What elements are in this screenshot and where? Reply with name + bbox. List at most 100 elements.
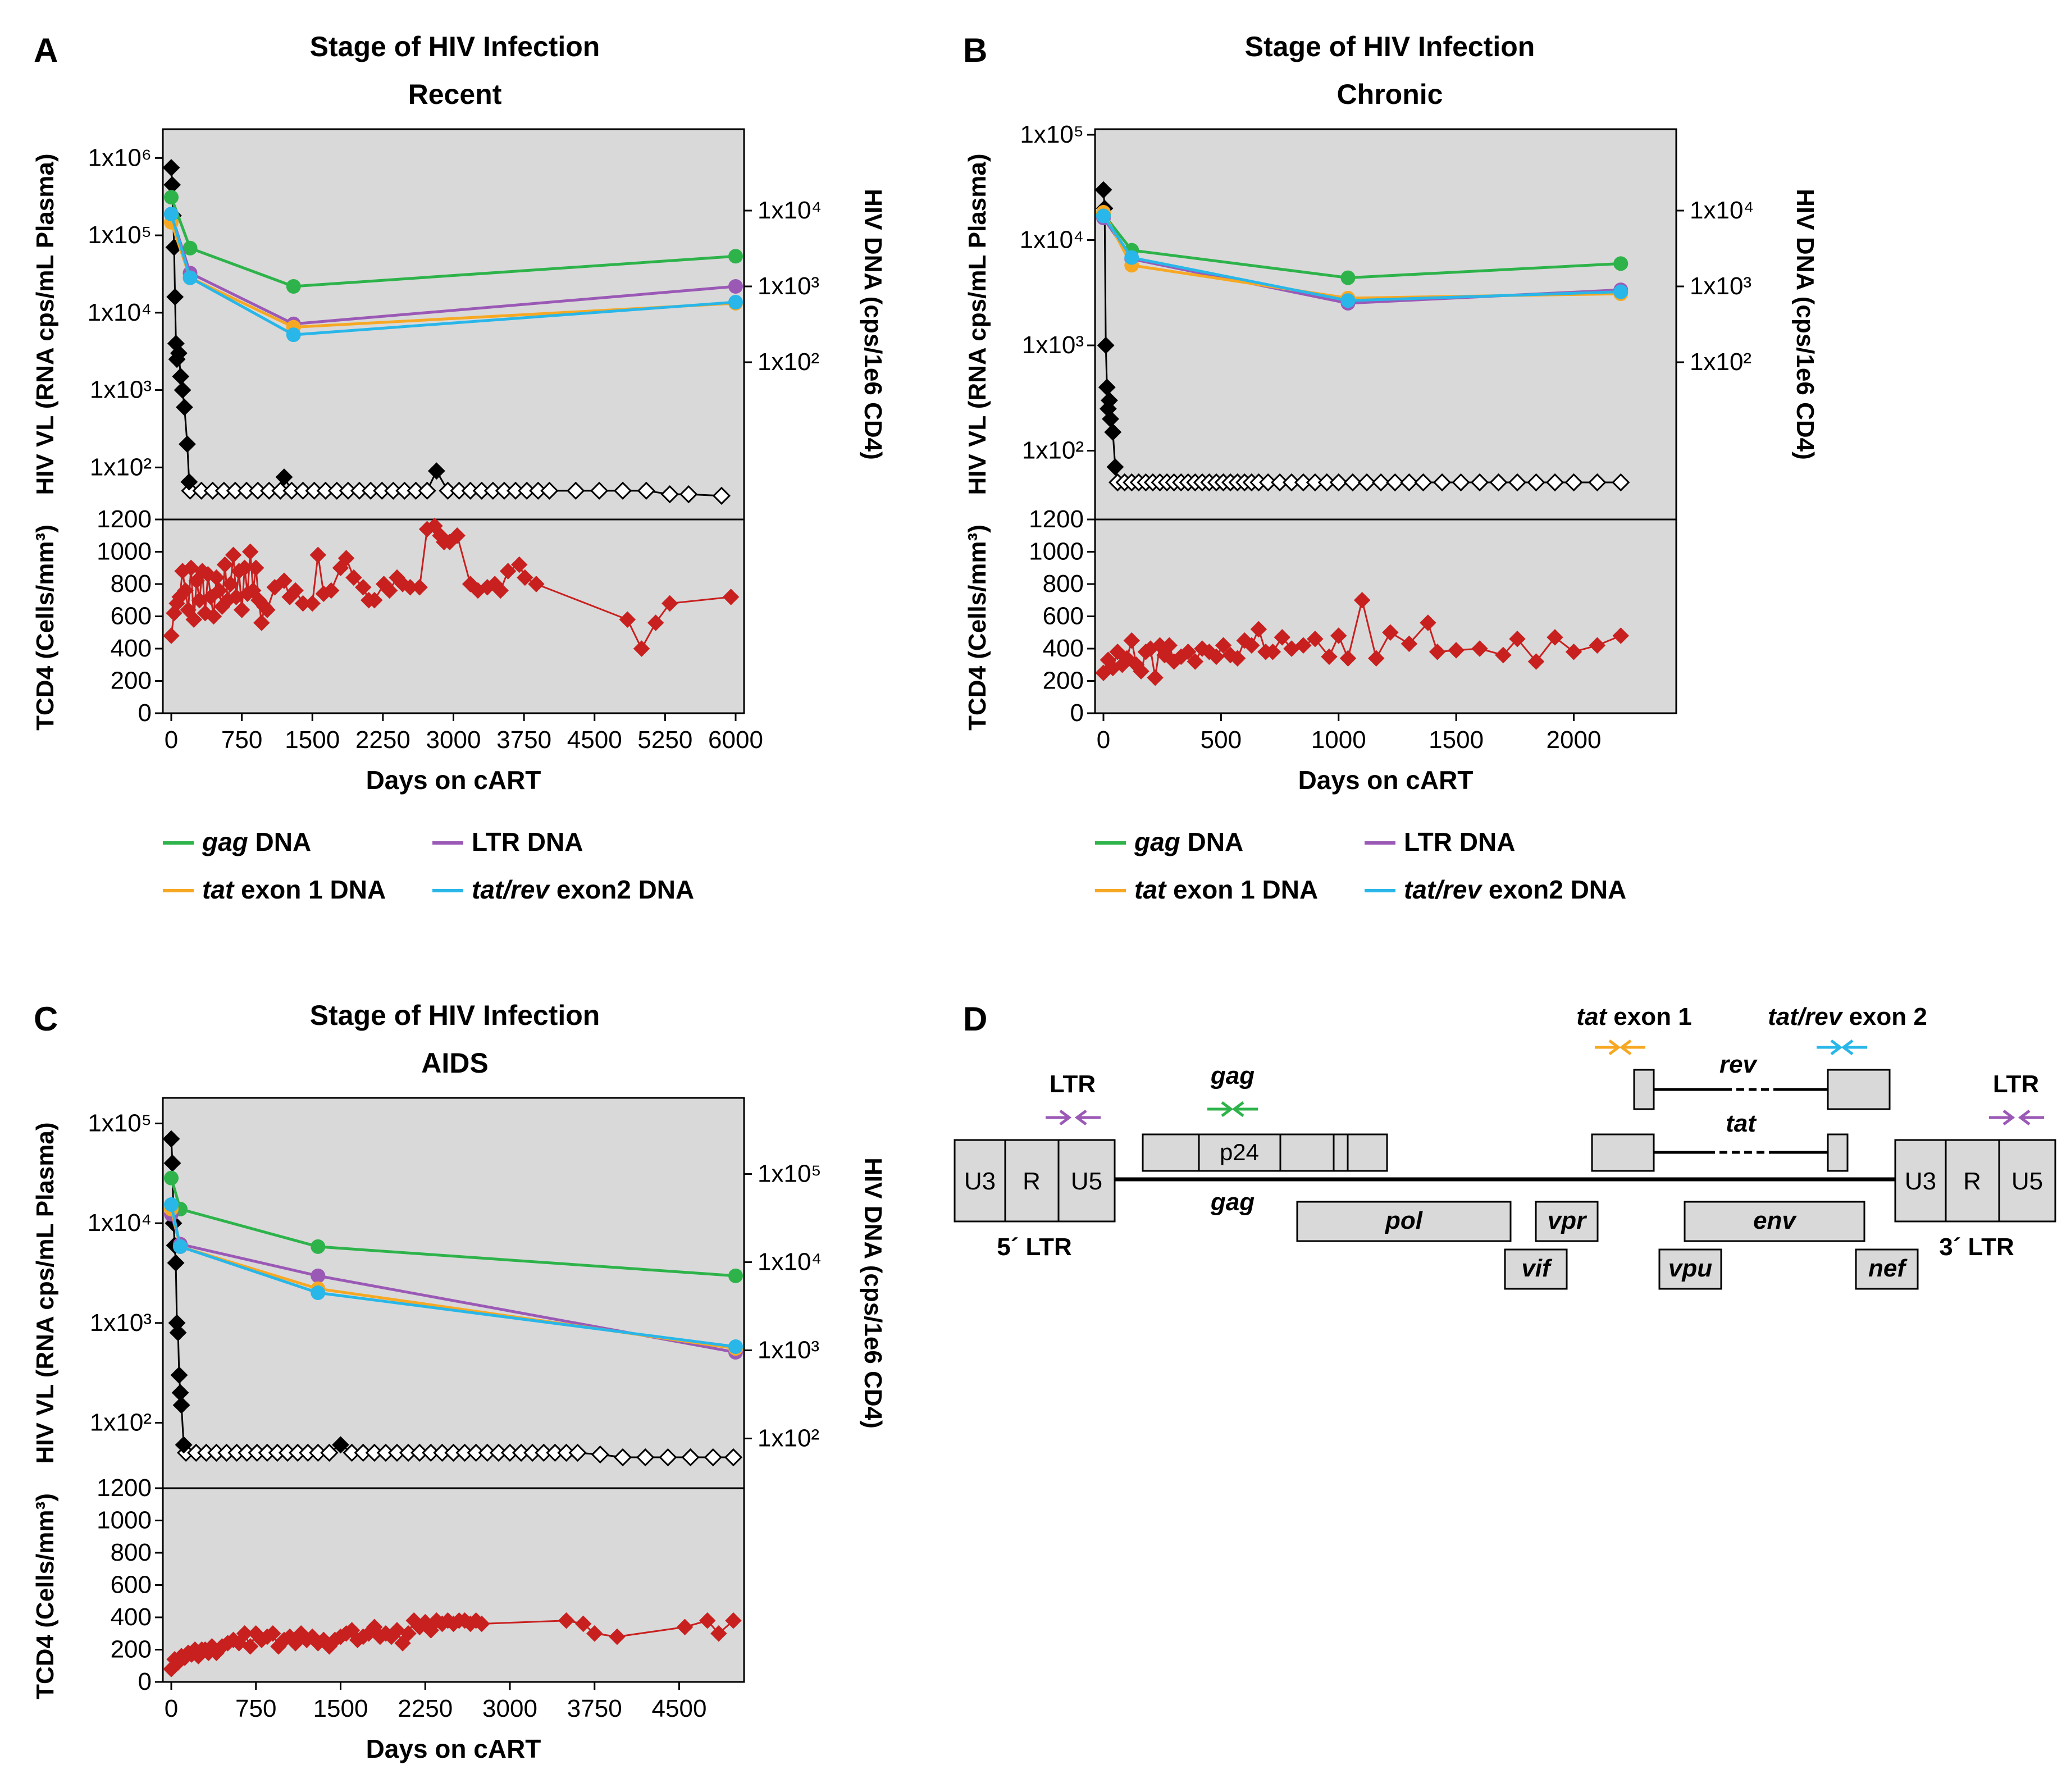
vl-detectable-point (172, 1396, 190, 1414)
vl-detectable-point (169, 1324, 187, 1342)
cd4-point (1187, 653, 1204, 670)
vl-undetectable-point (320, 1443, 339, 1462)
vl-detectable-point (332, 1436, 349, 1454)
vl-undetectable-point (1489, 473, 1508, 492)
legend-ltr-label: LTR DNA (472, 827, 583, 856)
cd4-tick-label: 1000 (97, 1507, 152, 1534)
x-tick-label: 750 (221, 726, 262, 754)
dna-tick-label: 1x10² (758, 348, 819, 376)
dna-tick-label: 1x10³ (1690, 272, 1751, 300)
panel-letter-d: D (963, 1000, 987, 1038)
vl-undetectable-point (540, 481, 559, 500)
cd4-point (259, 601, 276, 618)
x-tick-label: 750 (235, 1695, 276, 1722)
plot-background (162, 1097, 745, 1683)
cd4-point (1229, 650, 1246, 667)
cd4-point (1250, 621, 1267, 638)
x-tick-label: 500 (1201, 726, 1242, 754)
tat_rev_exon2-point (728, 295, 743, 310)
x-tick-label: 3000 (426, 726, 481, 754)
vl-undetectable-point (1259, 473, 1278, 492)
tat_rev_exon2-point (183, 270, 198, 285)
vl-undetectable-point (591, 1445, 609, 1464)
vl-undetectable-point (704, 1448, 722, 1467)
vl-undetectable-point (1343, 473, 1362, 492)
ltr-primer-arrows-left (1046, 1110, 1101, 1125)
cd4-point (1161, 637, 1178, 654)
cd4-point (1527, 653, 1545, 670)
cd4-point (1353, 592, 1371, 609)
ltr5-label: 5´ LTR (997, 1233, 1072, 1261)
gag-box-p7 (1279, 1133, 1335, 1172)
x-tick-label: 2000 (1547, 726, 1602, 754)
ltr5-u5-box (1057, 1139, 1116, 1223)
vl-detectable-point (166, 288, 184, 306)
vl-undetectable-point (1527, 473, 1545, 492)
ltr5-u3-label: U3 (964, 1168, 996, 1195)
gag-point (183, 240, 198, 256)
ltr3-r-box (1945, 1139, 2000, 1223)
cd4-point (304, 595, 321, 612)
vl-undetectable-point (660, 485, 679, 504)
x-tick-label: 1500 (1429, 726, 1484, 754)
cd4-tick-label: 800 (111, 1539, 152, 1566)
cd4-point (1133, 663, 1149, 680)
ltr-primer-label-right: LTR (1993, 1070, 2039, 1098)
tat_rev_exon2-point (164, 207, 179, 222)
nef-gene-label: nef (1868, 1255, 1908, 1282)
vl-undetectable-point (712, 486, 731, 505)
plot-background (1094, 128, 1677, 714)
vl-tick-label: 1x10⁶ (88, 144, 152, 171)
cd4-point (1495, 646, 1512, 664)
cd4-tick-label: 600 (111, 1571, 152, 1599)
pol-gene-box (1296, 1201, 1512, 1242)
cd4-point (211, 582, 228, 599)
cd4-point (241, 543, 259, 560)
cd4-point (1264, 644, 1281, 660)
cd4-point (276, 572, 293, 589)
gag-gene-label: gag (1210, 1188, 1255, 1216)
vl-detectable-point (180, 473, 198, 491)
vl-detectable-point (162, 1130, 180, 1148)
cd4-point (722, 589, 740, 605)
cd4-point (609, 1628, 626, 1645)
cd4-point (1339, 650, 1357, 667)
vl-axis-label: HIV VL (RNA cps/mL Plasma) (31, 1122, 59, 1463)
vl-undetectable-point (1433, 473, 1452, 492)
vl-detectable-point (1104, 423, 1122, 441)
vl-undetectable-point (681, 1448, 700, 1467)
vif-gene-label: vif (1521, 1255, 1553, 1282)
gag-box-p17 (1142, 1133, 1200, 1172)
cd4-point (1147, 669, 1164, 686)
ltr5-u5-label: U5 (1071, 1168, 1102, 1195)
ltr5-r-label: R (1023, 1168, 1041, 1195)
cd4-tick-label: 1200 (97, 505, 152, 533)
ltr3-u3-label: U3 (1905, 1168, 1936, 1195)
vl-tick-label: 1x10⁵ (88, 1110, 152, 1137)
cd4-point (449, 527, 466, 544)
vl-undetectable-point (590, 481, 609, 500)
vl-tick-label: 1x10⁵ (88, 221, 152, 249)
panel-b-title: Stage of HIV Infection (1245, 31, 1535, 62)
panel-c-title: Stage of HIV Infection (310, 1000, 600, 1031)
panel-a-title: Stage of HIV Infection (310, 31, 600, 62)
vl-detectable-point (170, 1366, 188, 1384)
vl-detectable-point (167, 1254, 185, 1272)
x-tick-label: 1500 (313, 1695, 368, 1722)
vl-undetectable-point (1357, 473, 1376, 492)
gag-point (311, 1239, 326, 1254)
vl-detectable-point (176, 398, 193, 416)
genome-diagram: U3 R U5 5´ LTR U3 R U5 3´ LTR LTR LTR ga… (954, 1003, 2056, 1290)
cd4-point (1330, 627, 1347, 644)
cd4-tick-label: 600 (1043, 603, 1084, 630)
legend-gag-label: gag DNA (1134, 827, 1243, 856)
p24-label: p24 (1220, 1139, 1259, 1165)
panel-letter-a: A (34, 31, 58, 69)
vl-undetectable-point (1400, 473, 1418, 492)
gag-line (170, 1178, 736, 1278)
tat_rev_exon2-line (1102, 215, 1621, 302)
cd4-point (1123, 632, 1140, 649)
cd4-point (400, 1625, 417, 1642)
cd4-point (574, 1615, 592, 1633)
chart-panel-b: 1x10² 1x10³ 1x10⁴ 1x10⁵ 1x10² 1x10³ 1x10⁴ 0 200 4… (964, 121, 1819, 795)
